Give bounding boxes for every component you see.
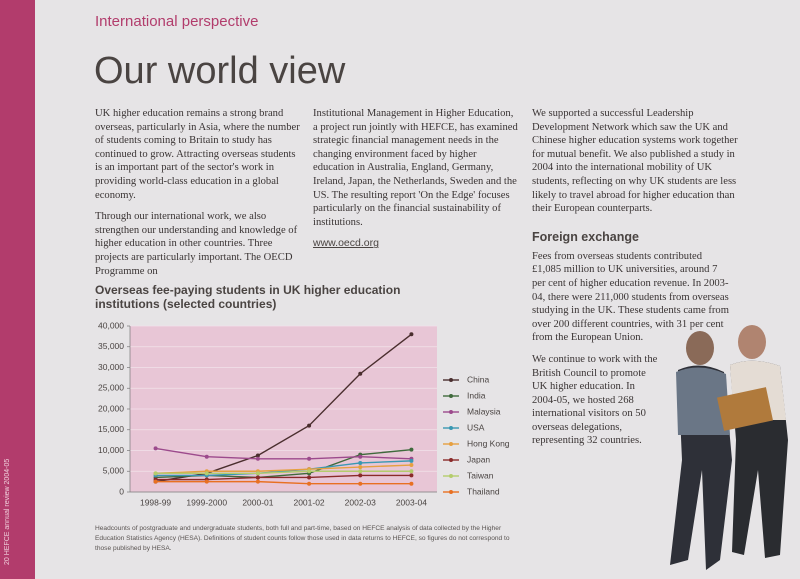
x-tick-label: 2003-04 bbox=[396, 497, 427, 507]
x-tick-label: 1999-2000 bbox=[186, 497, 227, 507]
data-point bbox=[307, 423, 312, 428]
data-point bbox=[255, 471, 260, 476]
data-point bbox=[153, 446, 158, 451]
series-line bbox=[155, 470, 412, 475]
data-point bbox=[204, 479, 209, 484]
legend-marker bbox=[449, 442, 453, 446]
legend-label: China bbox=[467, 374, 489, 384]
paragraph: Fees from overseas students contributed … bbox=[532, 250, 729, 344]
series-line bbox=[155, 464, 412, 475]
y-tick-label: 10,000 bbox=[98, 445, 124, 455]
data-point bbox=[358, 460, 363, 465]
page-title: Our world view bbox=[94, 50, 346, 92]
column: UK higher education remains a strong bra… bbox=[95, 107, 300, 286]
data-point bbox=[255, 453, 260, 458]
y-tick-label: 35,000 bbox=[98, 341, 124, 351]
data-point bbox=[204, 454, 209, 459]
photo bbox=[670, 325, 788, 570]
y-tick-label: 30,000 bbox=[98, 362, 124, 372]
link[interactable]: www.oecd.org bbox=[313, 237, 379, 250]
x-tick-label: 2001-02 bbox=[293, 497, 324, 507]
data-point bbox=[358, 465, 363, 470]
legend-marker bbox=[449, 490, 453, 494]
legend-marker bbox=[449, 474, 453, 478]
y-tick-label: 5,000 bbox=[103, 466, 125, 476]
series-line bbox=[155, 474, 412, 481]
legend-label: Taiwan bbox=[467, 470, 494, 480]
x-tick-label: 2000-01 bbox=[242, 497, 273, 507]
footnote: Headcounts of postgraduate and undergrad… bbox=[95, 525, 510, 552]
chart: 0 5,000 10,000 15,000 20,000 25,000 30,000 35,0… bbox=[98, 320, 510, 507]
paragraph: Through our international work, we also … bbox=[95, 211, 298, 277]
data-point bbox=[255, 456, 260, 461]
legend-label: Japan bbox=[467, 454, 490, 464]
data-point bbox=[307, 456, 312, 461]
data-point bbox=[153, 479, 158, 484]
column: Institutional Management in Higher Educa… bbox=[313, 107, 518, 259]
legend-label: Hong Kong bbox=[467, 438, 510, 448]
data-point bbox=[307, 475, 312, 480]
legend-label: India bbox=[467, 390, 486, 400]
folio: 20 HEFCE annual review 2004-05 bbox=[4, 458, 11, 565]
data-point bbox=[409, 458, 414, 463]
data-point bbox=[255, 475, 260, 480]
data-point bbox=[358, 469, 363, 474]
legend-label: Thailand bbox=[467, 486, 500, 496]
y-tick-label: 15,000 bbox=[98, 424, 124, 434]
data-point bbox=[358, 454, 363, 459]
data-point bbox=[307, 481, 312, 486]
column: We supported a successful Leadership Dev… bbox=[532, 107, 742, 456]
data-point bbox=[358, 371, 363, 376]
y-tick-label: 25,000 bbox=[98, 383, 124, 393]
y-tick-label: 20,000 bbox=[98, 403, 124, 413]
data-point bbox=[204, 471, 209, 476]
side-strip bbox=[0, 0, 35, 579]
data-point bbox=[358, 481, 363, 486]
series-line bbox=[155, 447, 412, 460]
data-point bbox=[409, 332, 414, 337]
data-point bbox=[409, 469, 414, 474]
y-tick-label: 40,000 bbox=[98, 320, 124, 330]
x-tick-label: 1998-99 bbox=[140, 497, 171, 507]
section-label: International perspective bbox=[95, 13, 259, 30]
legend-marker bbox=[449, 426, 453, 430]
data-point bbox=[307, 469, 312, 474]
chart-title: Overseas fee-paying students in UK highe… bbox=[95, 283, 401, 311]
data-point bbox=[409, 481, 414, 486]
paragraph: We continue to work with the British Cou… bbox=[532, 353, 658, 447]
series-line bbox=[155, 480, 412, 485]
legend-marker bbox=[449, 458, 453, 462]
data-point bbox=[409, 447, 414, 452]
legend-marker bbox=[449, 378, 453, 382]
data-point bbox=[255, 479, 260, 484]
legend-marker bbox=[449, 410, 453, 414]
paragraph: We supported a successful Leadership Dev… bbox=[532, 108, 738, 215]
legend-label: USA bbox=[467, 422, 485, 432]
x-tick-label: 2002-03 bbox=[345, 497, 376, 507]
data-point bbox=[358, 473, 363, 478]
legend-label: Malaysia bbox=[467, 406, 501, 416]
legend-marker bbox=[449, 394, 453, 398]
paragraph: UK higher education remains a strong bra… bbox=[95, 108, 300, 201]
data-point bbox=[409, 463, 414, 468]
series-line bbox=[155, 460, 412, 477]
subheading: Foreign exchange bbox=[532, 229, 639, 244]
paragraph: Institutional Management in Higher Educa… bbox=[313, 108, 518, 228]
y-tick-label: 0 bbox=[119, 486, 124, 496]
data-point bbox=[409, 473, 414, 478]
data-point bbox=[153, 471, 158, 476]
